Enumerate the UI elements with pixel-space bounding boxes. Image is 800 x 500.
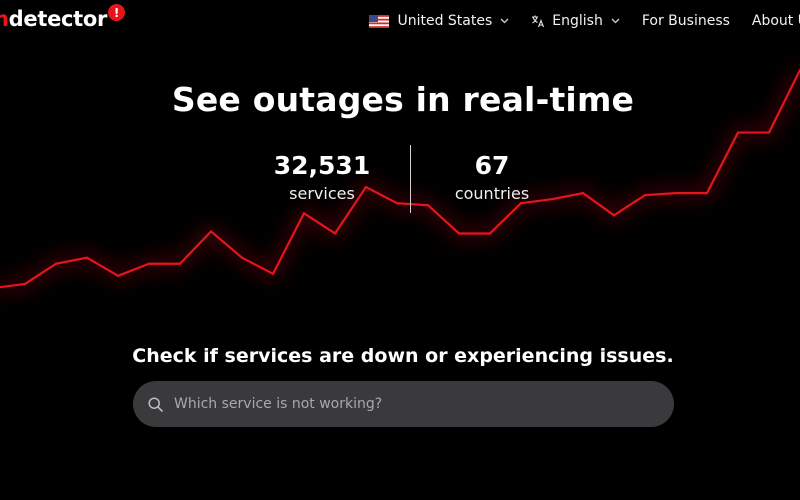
language-selector[interactable]: English: [531, 13, 620, 29]
chart-line-segment: [767, 68, 800, 134]
top-header: n detector ! United States: [0, 0, 800, 46]
chart-line-segment: [116, 262, 151, 277]
alert-badge-icon: !: [108, 4, 126, 21]
chevron-down-icon: [611, 18, 620, 24]
countries-label: countries: [454, 184, 530, 203]
chart-line-segment: [488, 202, 523, 235]
search-input[interactable]: [174, 396, 654, 412]
about-label: About U: [751, 13, 800, 29]
services-label: services: [289, 184, 355, 203]
top-nav: United States English For Business A: [369, 13, 800, 29]
chart-line-segment: [209, 230, 244, 259]
chart-line-segment: [643, 192, 678, 197]
chart-line-segment: [178, 230, 213, 265]
for-business-label: For Business: [641, 13, 730, 29]
chart-line-segment: [0, 282, 27, 289]
services-count: 32,531: [273, 151, 371, 180]
chart-line-segment: [240, 256, 275, 275]
nav-link-for-business[interactable]: For Business: [642, 13, 730, 29]
countries-stat: 67 countries: [432, 151, 552, 207]
services-stat: 32,531 services: [262, 151, 382, 207]
chart-line-segment: [364, 185, 399, 205]
chart-line-segment: [519, 198, 554, 205]
site-logo[interactable]: n detector !: [0, 4, 126, 31]
logo-wordmark: detector: [8, 7, 108, 31]
language-label: English: [552, 13, 603, 29]
chart-line-segment: [333, 185, 368, 235]
chart-line-segment: [395, 202, 430, 207]
us-flag-icon: [369, 14, 390, 28]
nav-link-about[interactable]: About U: [752, 13, 800, 29]
chart-line-segment: [705, 131, 740, 195]
country-label: United States: [397, 13, 493, 29]
chart-line-segment: [54, 256, 89, 265]
search-prompt: Check if services are down or experienci…: [132, 345, 674, 367]
chart-series: [0, 68, 800, 289]
chart-line-segment: [271, 212, 306, 275]
search-bar[interactable]: [133, 381, 674, 427]
logo-prefix: n: [0, 7, 9, 31]
chart-line-segment: [302, 212, 337, 235]
translate-icon: [532, 15, 545, 28]
country-selector[interactable]: United States: [369, 13, 509, 29]
countries-count: 67: [474, 151, 510, 180]
chart-line-segment: [581, 192, 616, 217]
chart-line-segment: [612, 194, 647, 217]
chart-line-segment: [550, 192, 585, 201]
search-icon: [148, 396, 163, 412]
hero-title: See outages in real-time: [171, 80, 635, 119]
stats-panel: 32,531 services 67 countries: [0, 145, 800, 215]
chevron-down-icon: [500, 18, 509, 24]
stats-divider: [410, 145, 411, 213]
logo-badge-text: !: [114, 6, 119, 20]
chart-line-segment: [426, 204, 461, 235]
chart-line-segment: [23, 262, 58, 286]
chart-line-segment: [85, 256, 120, 277]
